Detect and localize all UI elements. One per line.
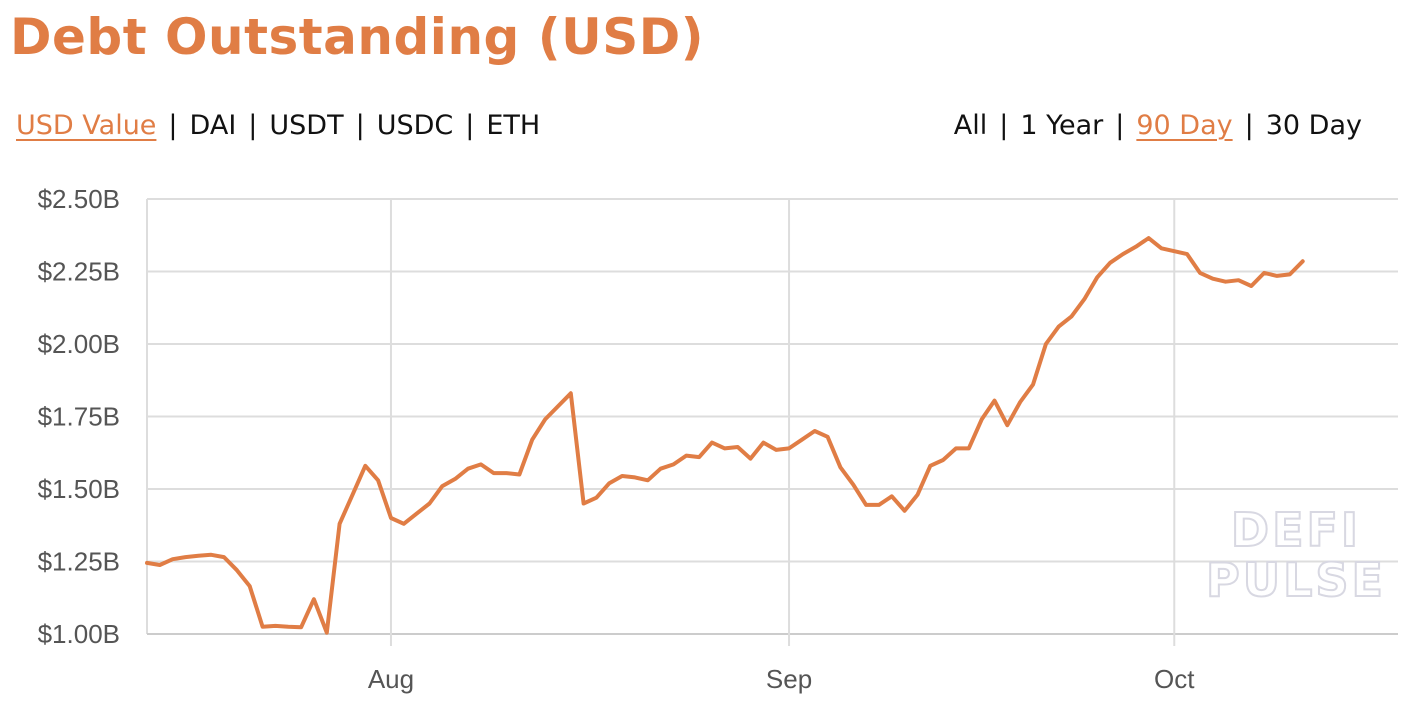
y-tick-label: $1.00B xyxy=(38,619,120,649)
y-tick-label: $1.50B xyxy=(38,474,120,504)
y-tick-label: $1.25B xyxy=(38,547,120,577)
tab-90-day[interactable]: 90 Day xyxy=(1136,110,1233,141)
x-tick-label: Aug xyxy=(368,664,414,694)
tab-separator: | xyxy=(355,110,365,141)
y-tick-label: $2.00B xyxy=(38,329,120,359)
tab-usdt[interactable]: USDT xyxy=(269,110,344,141)
tab-separator: | xyxy=(248,110,258,141)
tab-separator: | xyxy=(1244,110,1254,141)
page-title: Debt Outstanding (USD) xyxy=(10,8,705,66)
y-tick-label: $2.50B xyxy=(38,184,120,214)
chart-series xyxy=(145,236,1305,635)
tab-usd-value[interactable]: USD Value xyxy=(16,110,157,141)
range-tabs: All | 1 Year | 90 Day | 30 Day xyxy=(954,110,1362,141)
watermark-line-1: DEFI xyxy=(1230,503,1362,557)
defi-pulse-watermark: DEFI PULSE xyxy=(1205,503,1386,607)
y-tick-label: $1.75B xyxy=(38,402,120,432)
x-axis-ticks: Aug Sep Oct xyxy=(368,664,1195,694)
tab-1-year[interactable]: 1 Year xyxy=(1020,110,1104,141)
tab-all[interactable]: All xyxy=(953,110,988,141)
tab-separator: | xyxy=(999,110,1009,141)
tab-eth[interactable]: ETH xyxy=(486,110,541,141)
y-tick-label: $2.25B xyxy=(38,257,120,287)
x-tick-label: Oct xyxy=(1154,664,1195,694)
tab-usdc[interactable]: USDC xyxy=(376,110,454,141)
watermark-line-2: PULSE xyxy=(1205,553,1386,607)
y-axis-ticks: $2.50B $2.25B $2.00B $1.75B $1.50B $1.25B $1.0… xyxy=(38,184,120,649)
tab-30-day[interactable]: 30 Day xyxy=(1265,110,1362,141)
debt-series-line xyxy=(145,236,1305,635)
tab-dai[interactable]: DAI xyxy=(189,110,237,141)
asset-tabs: USD Value | DAI | USDT | USDC | ETH xyxy=(16,110,540,141)
tab-separator: | xyxy=(1115,110,1125,141)
tab-separator: | xyxy=(168,110,178,141)
tab-separator: | xyxy=(465,110,475,141)
x-tick-label: Sep xyxy=(766,664,812,694)
